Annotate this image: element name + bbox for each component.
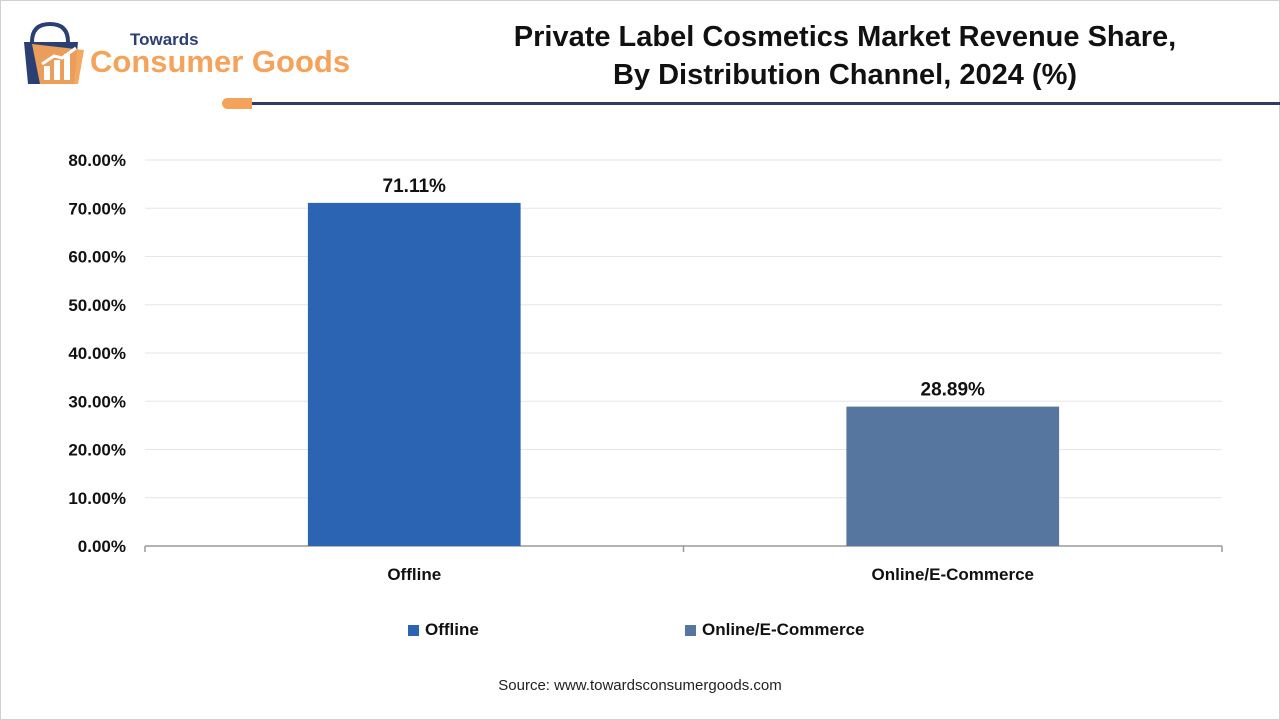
chart-legend: Offline Online/E-Commerce xyxy=(0,620,1280,644)
y-tick-label: 40.00% xyxy=(68,344,126,363)
header-accent-tab xyxy=(222,98,252,109)
x-tick-label: Offline xyxy=(387,565,441,584)
chart-title: Private Label Cosmetics Market Revenue S… xyxy=(470,18,1220,94)
y-tick-label: 0.00% xyxy=(78,537,126,556)
legend-label-online-ecommerce: Online/E-Commerce xyxy=(702,620,865,639)
legend-swatch-online-ecommerce xyxy=(685,624,696,636)
y-tick-label: 70.00% xyxy=(68,199,126,218)
header-divider xyxy=(248,102,1280,105)
legend-item-offline: Offline xyxy=(408,620,479,640)
data-label: 71.11% xyxy=(383,176,446,197)
y-tick-label: 60.00% xyxy=(68,248,126,267)
x-tick-label: Online/E-Commerce xyxy=(872,565,1035,584)
logo-text-towards: Towards xyxy=(130,30,199,49)
y-tick-label: 80.00% xyxy=(68,151,126,170)
legend-item-online-ecommerce: Online/E-Commerce xyxy=(685,620,865,640)
logo-text-consumer-goods: Consumer Goods xyxy=(90,44,351,79)
bar xyxy=(307,202,521,546)
y-tick-label: 50.00% xyxy=(68,296,126,315)
bar xyxy=(846,406,1060,546)
source-note: Source: www.towardsconsumergoods.com xyxy=(498,677,782,694)
chart-title-line-1: Private Label Cosmetics Market Revenue S… xyxy=(513,21,1177,53)
legend-label-offline: Offline xyxy=(425,620,479,639)
y-tick-label: 30.00% xyxy=(68,392,126,411)
bar-chart: 0.00% 10.00% 20.00% 30.00% 40.00% 50.00% 60.00… xyxy=(68,151,1223,584)
shopping-bag-icon xyxy=(24,21,84,84)
chart-title-line-2: By Distribution Channel, 2024 (%) xyxy=(612,59,1078,91)
brand-logo: Towards Consumer Goods xyxy=(18,18,368,88)
legend-swatch-offline xyxy=(408,624,419,636)
data-label: 28.89% xyxy=(921,380,986,401)
y-tick-label: 20.00% xyxy=(68,441,126,460)
y-tick-label: 10.00% xyxy=(68,489,126,508)
